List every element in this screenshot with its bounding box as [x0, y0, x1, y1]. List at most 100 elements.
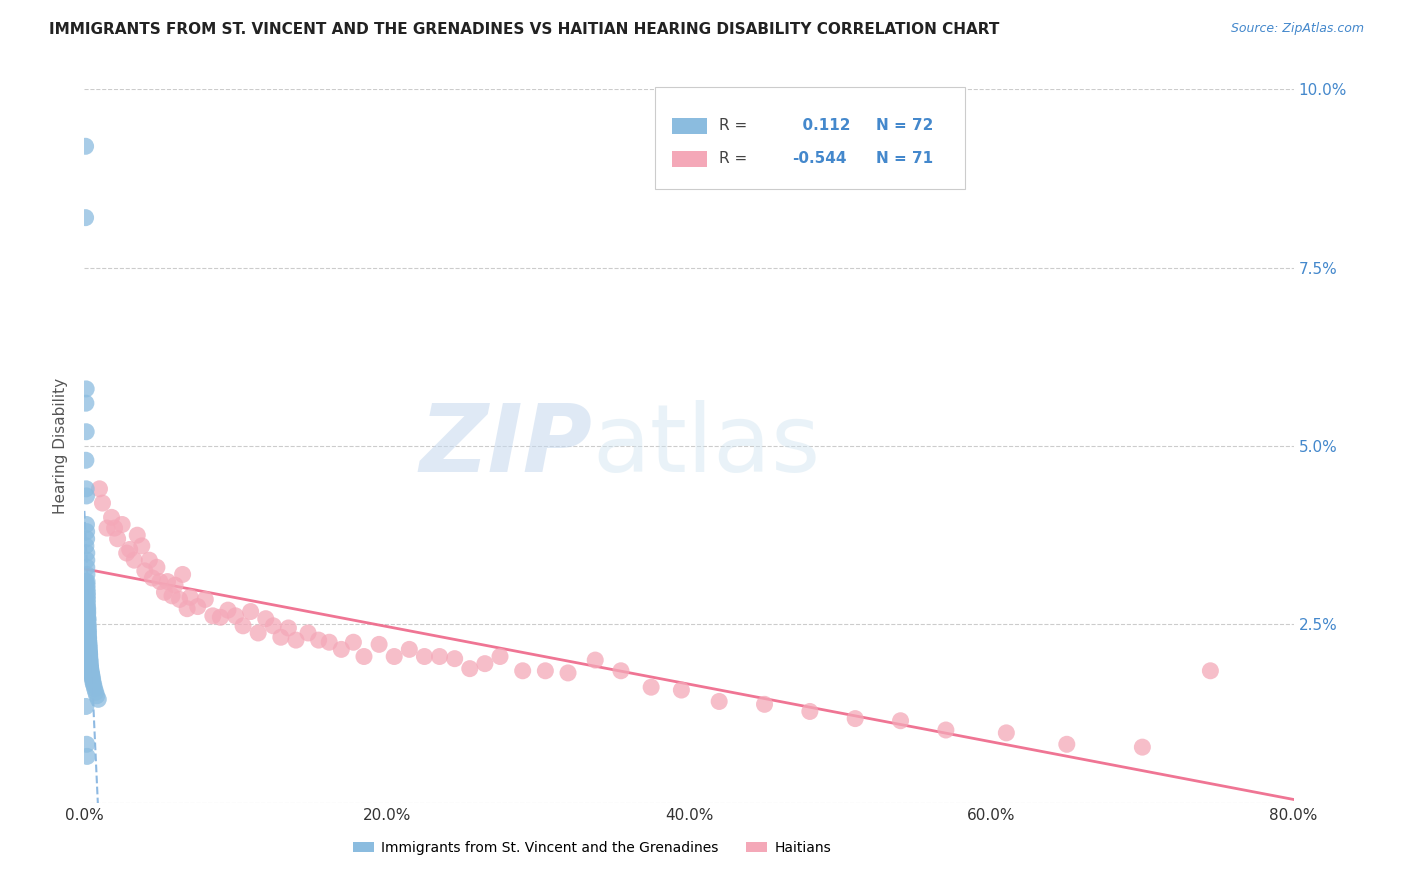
Point	[76, 582, 98, 596]
Point	[429, 649, 451, 664]
Point	[131, 539, 153, 553]
Point	[77, 614, 100, 628]
Point	[382, 649, 405, 664]
Point	[76, 605, 98, 619]
Text: IMMIGRANTS FROM ST. VINCENT AND THE GRENADINES VS HAITIAN HEARING DISABILITY COR: IMMIGRANTS FROM ST. VINCENT AND THE GREN…	[49, 22, 1000, 37]
Point	[270, 630, 292, 644]
Text: ZIP: ZIP	[419, 400, 592, 492]
Point	[75, 211, 97, 225]
FancyBboxPatch shape	[672, 118, 707, 134]
Point	[80, 664, 103, 678]
Point	[76, 553, 98, 567]
Point	[153, 585, 176, 599]
Point	[77, 628, 100, 642]
Point	[77, 630, 100, 644]
Point	[75, 396, 97, 410]
Point	[80, 665, 103, 680]
Point	[534, 664, 557, 678]
Point	[318, 635, 340, 649]
Point	[91, 496, 114, 510]
Point	[77, 635, 100, 649]
Point	[935, 723, 957, 737]
Point	[76, 596, 98, 610]
Point	[368, 637, 391, 651]
Text: 0.112: 0.112	[792, 119, 851, 134]
Point	[76, 524, 98, 539]
Point	[413, 649, 436, 664]
Point	[844, 712, 866, 726]
Point	[77, 621, 100, 635]
Point	[247, 626, 270, 640]
FancyBboxPatch shape	[655, 87, 965, 189]
Point	[79, 660, 101, 674]
Point	[76, 589, 98, 603]
Point	[799, 705, 821, 719]
Point	[76, 607, 98, 621]
Text: R =: R =	[718, 119, 747, 134]
Point	[76, 585, 98, 599]
Point	[254, 612, 277, 626]
Point	[80, 667, 103, 681]
Point	[232, 619, 254, 633]
Point	[169, 592, 191, 607]
Point	[138, 553, 160, 567]
Point	[640, 680, 662, 694]
Point	[201, 608, 224, 623]
Point	[239, 605, 262, 619]
Point	[107, 532, 129, 546]
Point	[141, 571, 163, 585]
Point	[187, 599, 209, 614]
Point	[127, 528, 149, 542]
Point	[76, 592, 98, 607]
Point	[79, 658, 101, 673]
Point	[277, 621, 299, 635]
Point	[87, 692, 110, 706]
Point	[194, 592, 217, 607]
Point	[77, 612, 100, 626]
Point	[82, 676, 104, 690]
Point	[75, 382, 97, 396]
Point	[754, 698, 776, 712]
Point	[76, 532, 98, 546]
Point	[165, 578, 187, 592]
Point	[285, 633, 308, 648]
Point	[172, 567, 194, 582]
Point	[489, 649, 512, 664]
Point	[225, 608, 247, 623]
Point	[77, 632, 100, 646]
Point	[79, 646, 101, 660]
Point	[209, 610, 232, 624]
Text: N = 71: N = 71	[876, 151, 934, 166]
Point	[398, 642, 420, 657]
Point	[77, 633, 100, 648]
Point	[134, 564, 156, 578]
Point	[79, 649, 101, 664]
Point	[353, 649, 375, 664]
Point	[100, 510, 122, 524]
Point	[76, 574, 98, 589]
Point	[77, 640, 100, 655]
Point	[610, 664, 633, 678]
Point	[83, 678, 105, 692]
Point	[77, 642, 100, 657]
Point	[77, 637, 100, 651]
Point	[77, 626, 100, 640]
FancyBboxPatch shape	[672, 151, 707, 167]
Point	[79, 651, 101, 665]
Point	[149, 574, 172, 589]
Point	[79, 644, 101, 658]
Point	[79, 648, 101, 662]
Point	[76, 578, 98, 592]
Point	[512, 664, 534, 678]
Point	[84, 685, 107, 699]
Point	[75, 482, 97, 496]
Text: Source: ZipAtlas.com: Source: ZipAtlas.com	[1230, 22, 1364, 36]
Point	[86, 689, 108, 703]
Point	[76, 517, 98, 532]
Point	[83, 681, 105, 696]
Point	[156, 574, 179, 589]
Point	[77, 623, 100, 637]
Point	[308, 633, 330, 648]
Text: -0.544: -0.544	[792, 151, 846, 166]
Point	[79, 657, 101, 671]
